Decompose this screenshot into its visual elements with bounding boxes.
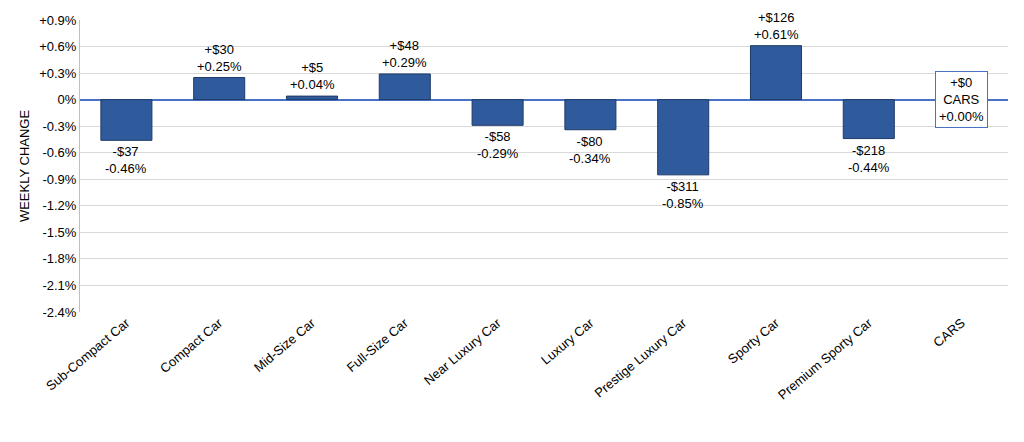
svg-text:CARS: CARS xyxy=(930,315,968,350)
svg-text:WEEKLY CHANGE: WEEKLY CHANGE xyxy=(17,110,32,223)
svg-text:+0.3%: +0.3% xyxy=(39,66,77,81)
svg-text:-0.9%: -0.9% xyxy=(42,172,76,187)
svg-text:-0.6%: -0.6% xyxy=(42,145,76,160)
svg-text:Prestige Luxury Car: Prestige Luxury Car xyxy=(592,315,690,401)
svg-text:-1.8%: -1.8% xyxy=(42,251,76,266)
svg-text:Luxury Car: Luxury Car xyxy=(538,315,597,368)
svg-text:Compact Car: Compact Car xyxy=(157,315,226,376)
svg-text:+$126+0.61%: +$126+0.61% xyxy=(754,10,799,42)
svg-text:Sub-Compact Car: Sub-Compact Car xyxy=(43,315,133,394)
svg-text:Full-Size Car: Full-Size Car xyxy=(344,315,412,375)
svg-text:+$0CARS+0.00%: +$0CARS+0.00% xyxy=(939,75,984,124)
svg-text:Premium Sporty Car: Premium Sporty Car xyxy=(775,315,875,403)
svg-text:+$5+0.04%: +$5+0.04% xyxy=(290,60,335,92)
svg-text:+0.9%: +0.9% xyxy=(39,13,77,28)
svg-text:-2.1%: -2.1% xyxy=(42,278,76,293)
svg-text:-$58-0.29%: -$58-0.29% xyxy=(477,129,519,161)
svg-text:-1.2%: -1.2% xyxy=(42,198,76,213)
svg-text:+$30+0.25%: +$30+0.25% xyxy=(197,42,242,74)
svg-text:-$311-0.85%: -$311-0.85% xyxy=(662,179,704,211)
svg-text:Sporty Car: Sporty Car xyxy=(725,315,783,367)
svg-text:+0.6%: +0.6% xyxy=(39,39,77,54)
svg-text:+$48+0.29%: +$48+0.29% xyxy=(382,38,427,70)
svg-text:-2.4%: -2.4% xyxy=(42,305,76,320)
svg-text:-0.3%: -0.3% xyxy=(42,119,76,134)
svg-text:Near Luxury Car: Near Luxury Car xyxy=(421,315,504,388)
svg-text:-1.5%: -1.5% xyxy=(42,225,76,240)
svg-text:Mid-Size Car: Mid-Size Car xyxy=(251,315,319,375)
svg-text:-$218-0.44%: -$218-0.44% xyxy=(848,143,890,175)
svg-text:-$80-0.34%: -$80-0.34% xyxy=(569,134,611,166)
svg-text:-$37-0.46%: -$37-0.46% xyxy=(105,144,147,176)
svg-text:0%: 0% xyxy=(58,92,77,107)
